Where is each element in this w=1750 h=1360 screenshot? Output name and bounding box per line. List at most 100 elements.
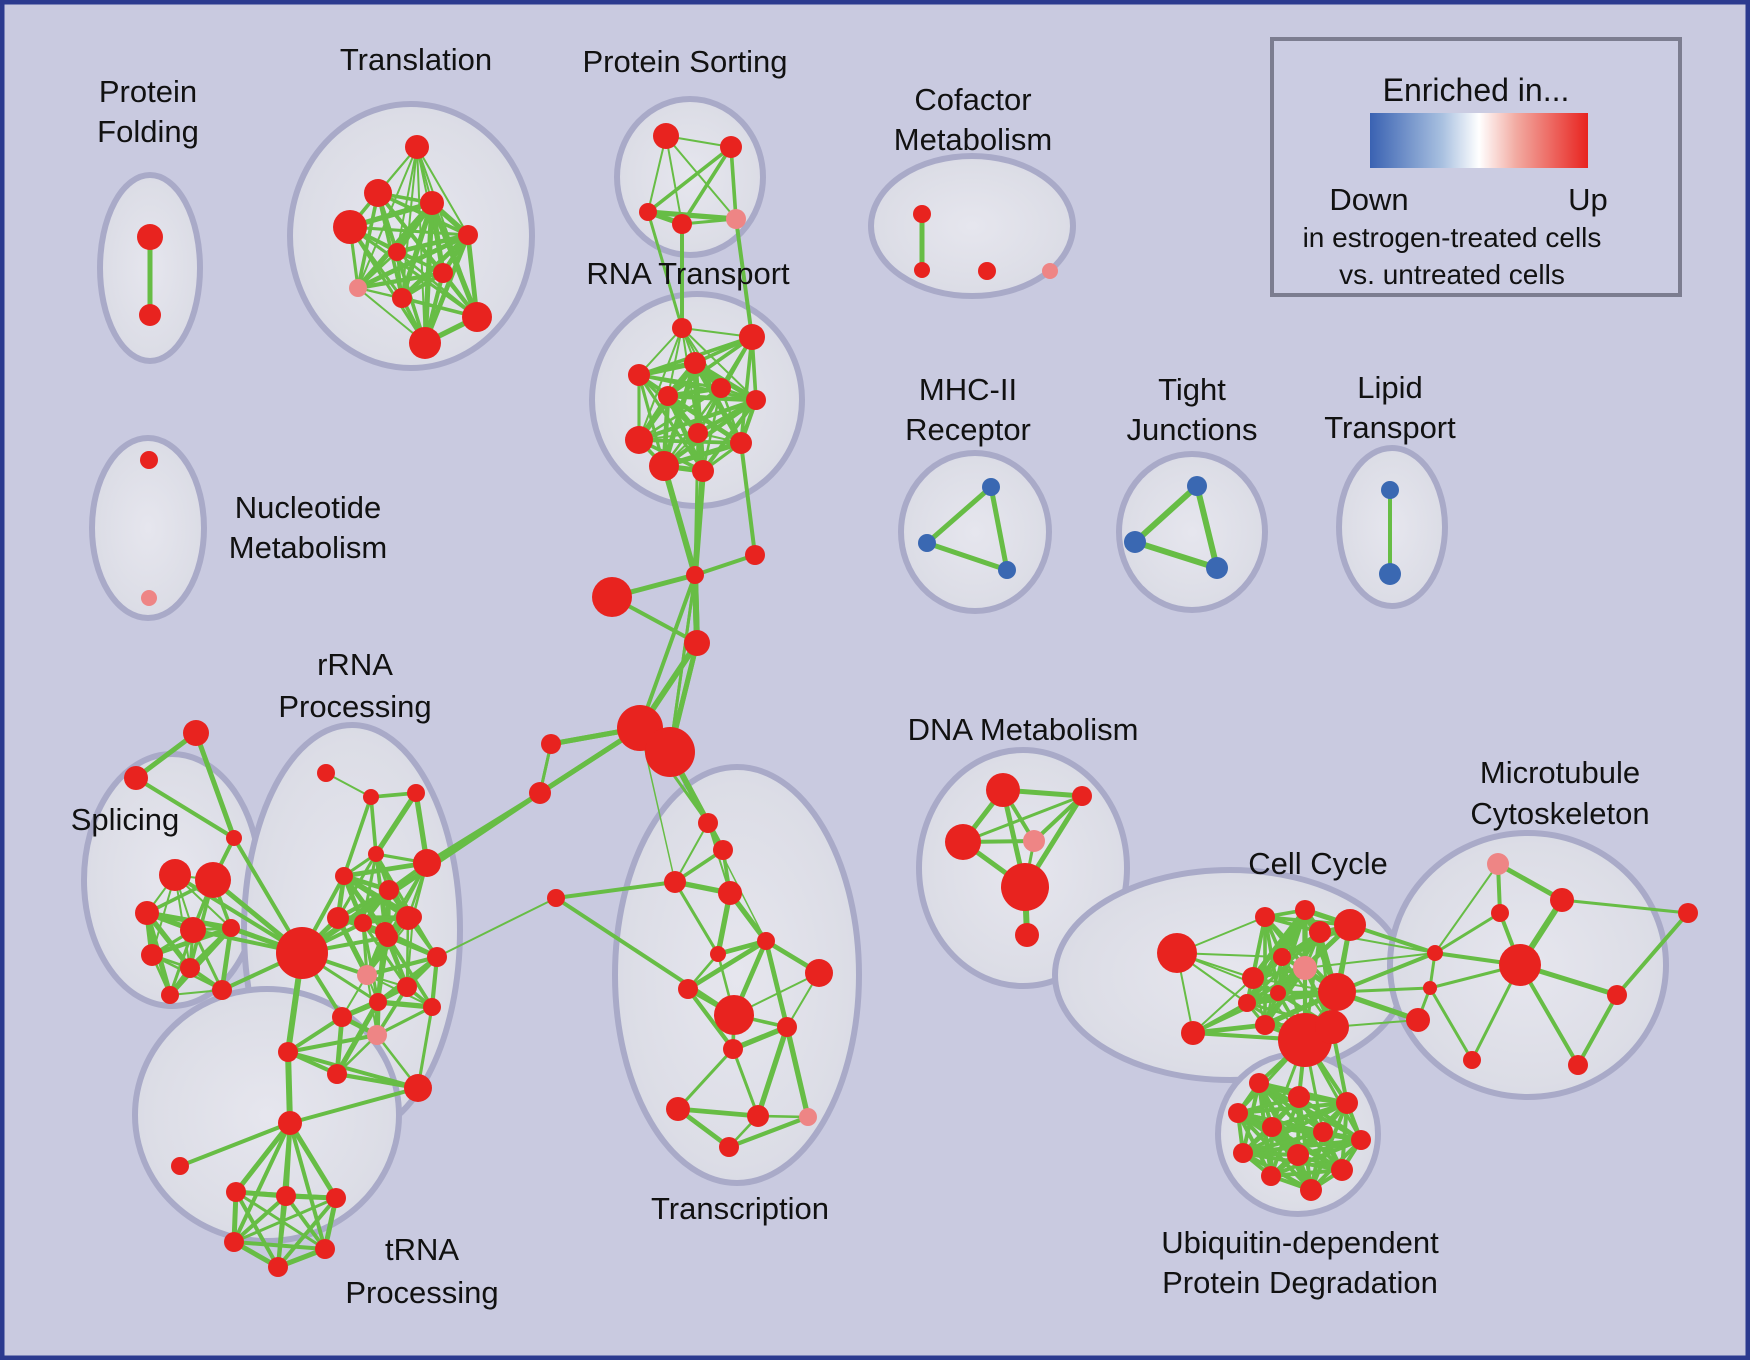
node-connectors-8[interactable] bbox=[547, 889, 565, 907]
node-rna-transport-7[interactable] bbox=[688, 423, 708, 443]
node-cell-cycle-0[interactable] bbox=[1157, 933, 1197, 973]
node-transcription-2[interactable] bbox=[718, 881, 742, 905]
node-rrna-processing-10[interactable] bbox=[354, 914, 372, 932]
node-rrna-processing-18[interactable] bbox=[332, 1007, 352, 1027]
node-rna-transport-1[interactable] bbox=[739, 324, 765, 350]
node-ubiquitin-degradation-7[interactable] bbox=[1233, 1143, 1253, 1163]
node-microtubule-cytoskeleton-9[interactable] bbox=[1463, 1051, 1481, 1069]
node-rrna-processing-2[interactable] bbox=[407, 784, 425, 802]
node-connectors-2[interactable] bbox=[592, 577, 632, 617]
node-transcription-14[interactable] bbox=[719, 1137, 739, 1157]
node-protein-folding-1[interactable] bbox=[139, 304, 161, 326]
node-trna-processing-0[interactable] bbox=[278, 1111, 302, 1135]
node-microtubule-cytoskeleton-0[interactable] bbox=[1487, 853, 1509, 875]
node-connectors-0[interactable] bbox=[686, 566, 704, 584]
node-translation-0[interactable] bbox=[405, 135, 429, 159]
node-tight-junctions-1[interactable] bbox=[1124, 531, 1146, 553]
node-rna-transport-3[interactable] bbox=[628, 364, 650, 386]
node-ubiquitin-degradation-3[interactable] bbox=[1228, 1103, 1248, 1123]
node-translation-8[interactable] bbox=[392, 288, 412, 308]
node-rna-transport-5[interactable] bbox=[711, 378, 731, 398]
node-trna-processing-7[interactable] bbox=[268, 1257, 288, 1277]
node-translation-2[interactable] bbox=[420, 191, 444, 215]
node-ubiquitin-degradation-10[interactable] bbox=[1261, 1166, 1281, 1186]
node-nucleotide-metabolism-0[interactable] bbox=[140, 451, 158, 469]
node-cell-cycle-9[interactable] bbox=[1318, 973, 1356, 1011]
node-transcription-7[interactable] bbox=[805, 959, 833, 987]
node-transcription-12[interactable] bbox=[747, 1105, 769, 1127]
node-rrna-processing-12[interactable] bbox=[396, 906, 420, 930]
node-tight-junctions-2[interactable] bbox=[1206, 557, 1228, 579]
node-splicing-6[interactable] bbox=[180, 958, 200, 978]
node-ubiquitin-degradation-9[interactable] bbox=[1331, 1159, 1353, 1181]
node-connectors-1[interactable] bbox=[745, 545, 765, 565]
node-ubiquitin-degradation-1[interactable] bbox=[1288, 1086, 1310, 1108]
node-rna-transport-4[interactable] bbox=[658, 386, 678, 406]
node-cell-cycle-15[interactable] bbox=[1406, 1008, 1430, 1032]
node-dna-metabolism-1[interactable] bbox=[1072, 786, 1092, 806]
node-transcription-8[interactable] bbox=[714, 995, 754, 1035]
node-protein-folding-0[interactable] bbox=[137, 224, 163, 250]
node-cell-cycle-7[interactable] bbox=[1242, 967, 1264, 989]
node-microtubule-cytoskeleton-8[interactable] bbox=[1568, 1055, 1588, 1075]
node-trna-processing-4[interactable] bbox=[326, 1188, 346, 1208]
node-microtubule-cytoskeleton-3[interactable] bbox=[1499, 944, 1541, 986]
node-cofactor-metabolism-1[interactable] bbox=[914, 262, 930, 278]
node-connectors-7[interactable] bbox=[529, 782, 551, 804]
node-dna-metabolism-0[interactable] bbox=[986, 773, 1020, 807]
node-trna-processing-1[interactable] bbox=[171, 1157, 189, 1175]
node-rrna-processing-0[interactable] bbox=[317, 764, 335, 782]
node-dna-metabolism-2[interactable] bbox=[945, 824, 981, 860]
node-translation-6[interactable] bbox=[433, 263, 453, 283]
node-protein-sorting-3[interactable] bbox=[672, 214, 692, 234]
node-cell-cycle-3[interactable] bbox=[1309, 921, 1331, 943]
node-transcription-11[interactable] bbox=[666, 1097, 690, 1121]
node-transcription-6[interactable] bbox=[678, 979, 698, 999]
node-dna-metabolism-5[interactable] bbox=[1015, 923, 1039, 947]
node-lipid-transport-0[interactable] bbox=[1381, 481, 1399, 499]
node-cell-cycle-8[interactable] bbox=[1270, 985, 1286, 1001]
node-cell-cycle-11[interactable] bbox=[1255, 1015, 1275, 1035]
node-rna-transport-8[interactable] bbox=[625, 426, 653, 454]
node-rna-transport-6[interactable] bbox=[746, 390, 766, 410]
node-ubiquitin-degradation-11[interactable] bbox=[1300, 1179, 1322, 1201]
node-splicing-outliers-0[interactable] bbox=[183, 720, 209, 746]
node-nucleotide-metabolism-1[interactable] bbox=[141, 590, 157, 606]
node-translation-4[interactable] bbox=[458, 225, 478, 245]
node-rrna-processing-6[interactable] bbox=[379, 880, 399, 900]
node-protein-sorting-4[interactable] bbox=[726, 209, 746, 229]
node-rrna-processing-20[interactable] bbox=[327, 1064, 347, 1084]
node-cell-cycle-12[interactable] bbox=[1181, 1021, 1205, 1045]
node-protein-sorting-2[interactable] bbox=[639, 203, 657, 221]
node-connectors-5[interactable] bbox=[645, 727, 695, 777]
node-splicing-8[interactable] bbox=[212, 980, 232, 1000]
node-splicing-3[interactable] bbox=[180, 917, 206, 943]
node-lipid-transport-1[interactable] bbox=[1379, 563, 1401, 585]
node-tight-junctions-0[interactable] bbox=[1187, 476, 1207, 496]
node-rna-transport-11[interactable] bbox=[730, 432, 752, 454]
node-splicing-7[interactable] bbox=[161, 986, 179, 1004]
node-trna-processing-6[interactable] bbox=[315, 1239, 335, 1259]
node-rrna-processing-1[interactable] bbox=[363, 789, 379, 805]
node-trna-processing-3[interactable] bbox=[276, 1186, 296, 1206]
node-splicing-2[interactable] bbox=[135, 901, 159, 925]
node-cell-cycle-5[interactable] bbox=[1273, 948, 1291, 966]
node-rrna-processing-11[interactable] bbox=[375, 922, 395, 942]
node-dna-metabolism-3[interactable] bbox=[1023, 830, 1045, 852]
node-ubiquitin-degradation-5[interactable] bbox=[1313, 1122, 1333, 1142]
node-rrna-processing-14[interactable] bbox=[357, 965, 377, 985]
node-translation-9[interactable] bbox=[462, 302, 492, 332]
node-cell-cycle-2[interactable] bbox=[1295, 900, 1315, 920]
node-transcription-9[interactable] bbox=[777, 1017, 797, 1037]
node-microtubule-cytoskeleton-6[interactable] bbox=[1607, 985, 1627, 1005]
node-translation-5[interactable] bbox=[388, 243, 406, 261]
node-connectors-6[interactable] bbox=[541, 734, 561, 754]
node-mhc-ii-receptor-1[interactable] bbox=[918, 534, 936, 552]
node-cell-cycle-1[interactable] bbox=[1255, 907, 1275, 927]
node-cell-cycle-6[interactable] bbox=[1293, 956, 1317, 980]
node-rrna-processing-21[interactable] bbox=[404, 1074, 432, 1102]
node-translation-1[interactable] bbox=[364, 179, 392, 207]
node-splicing-outliers-2[interactable] bbox=[226, 830, 242, 846]
node-dna-metabolism-4[interactable] bbox=[1001, 863, 1049, 911]
node-rrna-processing-17[interactable] bbox=[423, 998, 441, 1016]
